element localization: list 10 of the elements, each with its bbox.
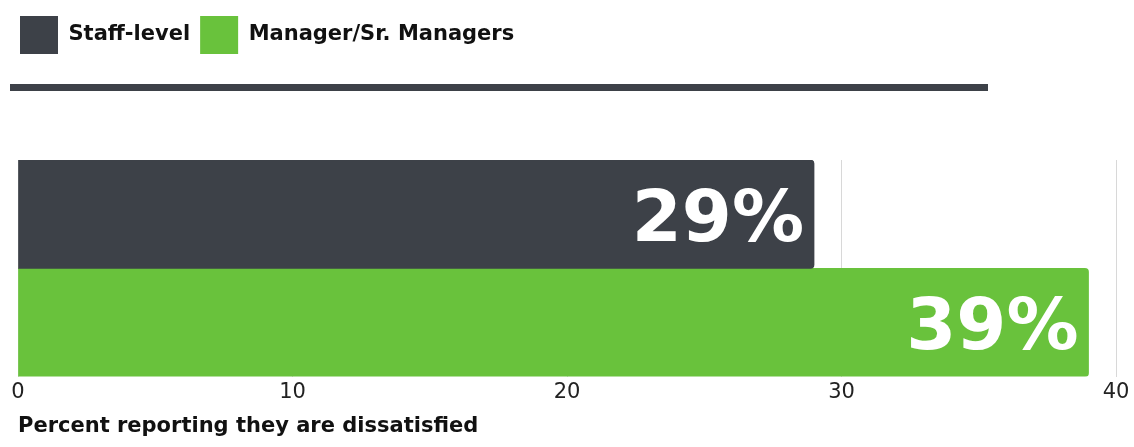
x-tick-label: 10 xyxy=(279,378,306,403)
x-tick-label: 20 xyxy=(553,378,581,403)
x-tick-label: 40 xyxy=(1102,378,1130,403)
x-axis-title: Percent reporting they are dissatisfied xyxy=(18,412,479,437)
data-label: 29% xyxy=(631,173,805,258)
x-tick-label: 0 xyxy=(11,378,25,403)
legend-label: Staff-level xyxy=(68,21,191,46)
legend-label: Manager/Sr. Managers xyxy=(248,21,515,46)
x-tick-label: 30 xyxy=(828,378,855,403)
data-label: 39% xyxy=(906,282,1079,367)
